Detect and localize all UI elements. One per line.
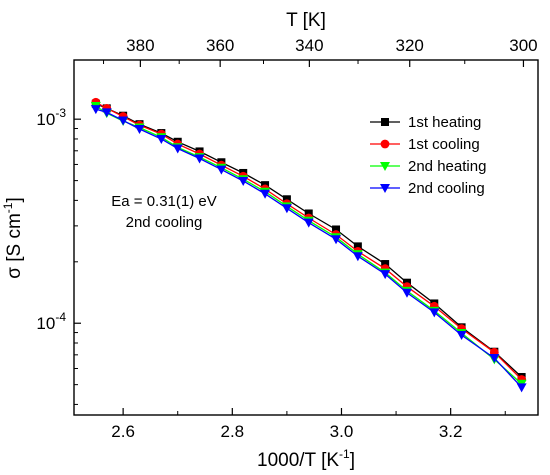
data-point bbox=[401, 288, 412, 298]
data-point bbox=[156, 134, 167, 144]
series-layer bbox=[90, 97, 527, 393]
annotation-line-1: Ea = 0.31(1) eV bbox=[111, 193, 216, 210]
annotation-line-2: 2nd cooling bbox=[126, 214, 203, 231]
y-axis-title: σ [S cm-1] bbox=[1, 197, 25, 279]
legend-entry: 1st heating bbox=[370, 114, 481, 131]
plot-frame bbox=[73, 59, 539, 416]
data-point bbox=[304, 209, 313, 218]
legend-marker bbox=[381, 118, 389, 126]
data-point bbox=[238, 176, 249, 186]
x-tick-label: 2.8 bbox=[220, 422, 244, 441]
data-point bbox=[489, 354, 500, 364]
y-axis-title-end: ] bbox=[4, 197, 25, 202]
legend-marker bbox=[380, 139, 390, 149]
data-point bbox=[353, 242, 362, 251]
data-point bbox=[380, 270, 391, 280]
data-point bbox=[134, 125, 145, 135]
x-axis-title: 1000/T [K-1] bbox=[257, 447, 355, 471]
data-point bbox=[429, 308, 440, 318]
top-tick-label: 300 bbox=[509, 36, 537, 55]
legend-label: 1st cooling bbox=[408, 136, 480, 153]
data-point bbox=[303, 218, 314, 228]
legend-entry: 2nd heating bbox=[370, 158, 486, 175]
legend-entry: 2nd cooling bbox=[370, 180, 485, 197]
x-axis-title-end: ] bbox=[350, 450, 355, 471]
data-point bbox=[282, 195, 291, 204]
series-4 bbox=[90, 105, 527, 393]
top-axis-title: T [K] bbox=[286, 10, 326, 31]
data-point bbox=[216, 165, 227, 175]
top-tick-label: 380 bbox=[126, 36, 154, 55]
x-tick-label: 3.2 bbox=[439, 422, 463, 441]
data-point bbox=[172, 144, 183, 154]
x-axis-title-main: 1000/T [K bbox=[257, 450, 339, 471]
data-point bbox=[260, 189, 271, 199]
top-tick-label: 340 bbox=[295, 36, 323, 55]
legend-marker bbox=[380, 184, 390, 193]
legend: 1st heating 1st cooling 2nd heating 2nd coo… bbox=[370, 114, 486, 197]
x-axis-title-sup: -1 bbox=[339, 447, 350, 461]
y-axis-title-sup: -1 bbox=[1, 202, 15, 213]
top-tick-label: 320 bbox=[396, 36, 424, 55]
y-tick-label: 10-4 bbox=[36, 310, 66, 333]
data-point bbox=[101, 108, 112, 118]
x-tick-label: 3.0 bbox=[330, 422, 354, 441]
data-point bbox=[381, 260, 390, 269]
data-point bbox=[281, 204, 292, 214]
top-tick-label: 360 bbox=[206, 36, 234, 55]
legend-label: 2nd heating bbox=[408, 158, 486, 175]
y-tick-label: 10-3 bbox=[36, 106, 66, 129]
legend-marker bbox=[380, 162, 390, 171]
data-point bbox=[332, 225, 341, 234]
legend-label: 1st heating bbox=[408, 114, 481, 131]
legend-entry: 1st cooling bbox=[370, 136, 480, 153]
data-point bbox=[194, 154, 205, 164]
data-point bbox=[516, 383, 527, 393]
legend-label: 2nd cooling bbox=[408, 180, 485, 197]
data-point bbox=[331, 235, 342, 245]
data-point bbox=[456, 331, 467, 341]
data-point bbox=[118, 116, 129, 126]
data-point bbox=[352, 252, 363, 262]
y-axis-title-main: σ [S cm bbox=[4, 213, 25, 279]
data-point bbox=[90, 105, 101, 115]
ticks-layer: 2.6 2.8 3.0 3.2 380 360 340 320 300 10-4 10-3 bbox=[36, 36, 537, 441]
x-tick-label: 2.6 bbox=[111, 422, 135, 441]
